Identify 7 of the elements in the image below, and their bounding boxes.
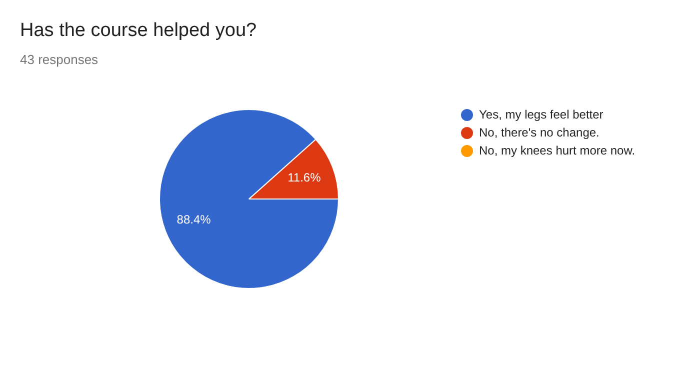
chart-subtitle: 43 responses (20, 52, 98, 67)
legend-label: Yes, my legs feel better (479, 107, 604, 122)
data-label: 88.4% (176, 212, 212, 226)
data-label: 11.6% (288, 170, 322, 184)
chart-title: Has the course helped you? (20, 20, 257, 42)
legend-label: No, my knees hurt more now. (479, 143, 636, 158)
legend-label: No, there's no change. (479, 125, 600, 140)
